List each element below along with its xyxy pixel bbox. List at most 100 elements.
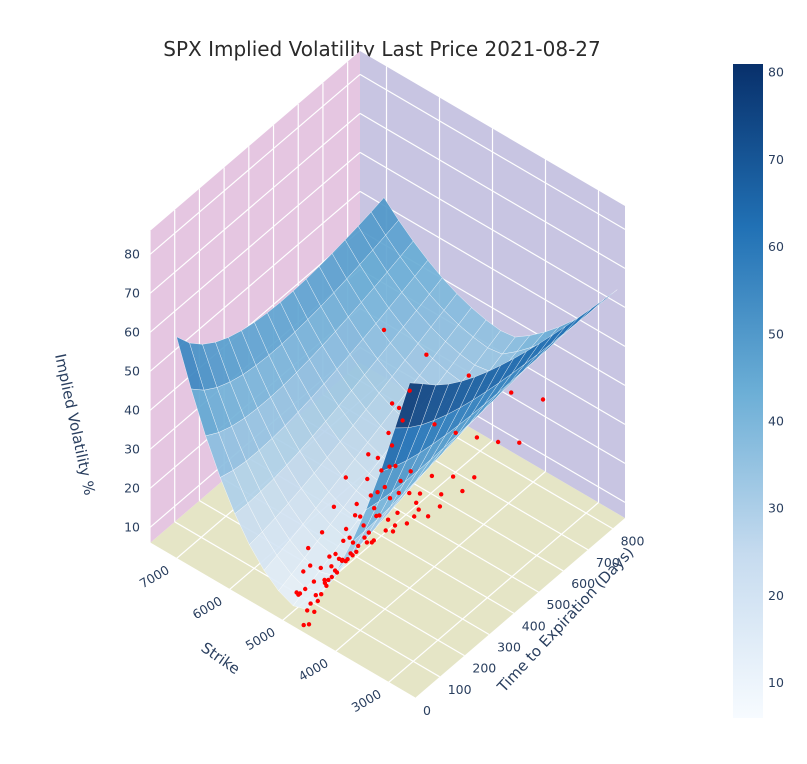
iv-point[interactable] (390, 529, 396, 534)
iv-point[interactable] (326, 577, 331, 583)
iv-point[interactable] (318, 565, 323, 571)
iv-point[interactable] (333, 551, 338, 557)
iv-point[interactable] (383, 528, 388, 533)
surface-cell[interactable] (394, 382, 424, 429)
iv-point[interactable] (437, 504, 443, 509)
iv-point[interactable] (460, 488, 465, 494)
iv-point[interactable] (400, 418, 405, 423)
iv-point[interactable] (306, 545, 311, 551)
iv-point[interactable] (319, 592, 324, 597)
iv-point[interactable] (382, 484, 387, 490)
days-tick-label: 700 (596, 555, 620, 570)
iv-point[interactable] (396, 490, 401, 496)
iv-point[interactable] (331, 504, 337, 509)
iv-point[interactable] (369, 540, 374, 545)
iv-point[interactable] (381, 327, 387, 333)
iv-point[interactable] (408, 469, 413, 474)
iv-point[interactable] (540, 397, 546, 402)
iv-point[interactable] (398, 478, 403, 484)
iv-point[interactable] (364, 540, 370, 545)
iv-point[interactable] (424, 352, 429, 357)
iv-point[interactable] (319, 530, 325, 535)
iv-point[interactable] (313, 593, 318, 598)
iv-point[interactable] (341, 538, 346, 543)
iv-point[interactable] (374, 513, 379, 519)
iv-point[interactable] (472, 475, 477, 480)
iv-point[interactable] (412, 514, 417, 519)
iv-point[interactable] (386, 430, 391, 436)
iv-point[interactable] (327, 554, 332, 559)
iv-point[interactable] (347, 535, 352, 540)
iv-point[interactable] (322, 577, 327, 583)
iv-point[interactable] (303, 586, 308, 592)
iv-point[interactable] (366, 452, 371, 457)
iv-point[interactable] (407, 490, 412, 496)
iv-point[interactable] (414, 500, 419, 505)
iv-point[interactable] (311, 579, 317, 584)
iv-point[interactable] (306, 622, 312, 627)
iv-point[interactable] (348, 551, 353, 556)
iv-point[interactable] (365, 476, 370, 482)
iv-point[interactable] (366, 530, 371, 535)
iv-point[interactable] (308, 601, 313, 606)
iv-point[interactable] (301, 622, 306, 628)
iv-point[interactable] (375, 455, 381, 461)
observed-points[interactable] (294, 327, 546, 628)
iv-point[interactable] (297, 591, 303, 596)
iv-point[interactable] (308, 563, 313, 568)
iv-point[interactable] (425, 514, 431, 519)
iv-point[interactable] (453, 430, 458, 435)
iv-point[interactable] (379, 468, 384, 473)
iv-point[interactable] (432, 422, 437, 427)
iv-point[interactable] (393, 463, 398, 469)
iv-point[interactable] (466, 373, 471, 378)
iv-point[interactable] (407, 388, 412, 393)
iv-point[interactable] (385, 517, 391, 522)
iv-point[interactable] (305, 608, 310, 613)
iv-point[interactable] (417, 491, 423, 496)
iv-point[interactable] (389, 443, 395, 448)
iv-point[interactable] (350, 540, 356, 545)
iv-point[interactable] (429, 473, 435, 479)
iv-point[interactable] (354, 549, 359, 554)
iv-point[interactable] (509, 390, 514, 395)
iv-point[interactable] (339, 558, 345, 563)
iv-point[interactable] (368, 493, 373, 498)
iv-point[interactable] (356, 543, 361, 549)
iv-point[interactable] (439, 492, 444, 497)
iv-point[interactable] (301, 569, 306, 574)
sidewall-grid-iv (149, 112, 361, 294)
iv-point[interactable] (352, 513, 358, 518)
iv-point[interactable] (332, 568, 338, 573)
iv-point[interactable] (416, 507, 421, 512)
iv-point[interactable] (395, 510, 400, 515)
iv-point[interactable] (294, 590, 299, 595)
iv-point[interactable] (387, 464, 392, 469)
iv-point[interactable] (343, 475, 348, 480)
iv-surface[interactable] (176, 197, 618, 610)
iv-point[interactable] (354, 501, 359, 507)
iv-point[interactable] (329, 574, 334, 580)
iv-point[interactable] (517, 440, 522, 445)
iv-point[interactable] (343, 559, 348, 564)
iv-point[interactable] (495, 439, 501, 445)
iv-point[interactable] (324, 583, 329, 588)
iv-point[interactable] (329, 564, 334, 569)
iv-point[interactable] (315, 598, 320, 604)
iv-point[interactable] (450, 474, 456, 479)
iv-point[interactable] (375, 490, 380, 495)
iv-point[interactable] (387, 496, 393, 501)
iv-point[interactable] (358, 514, 363, 519)
iv-point[interactable] (372, 506, 377, 511)
iv-point[interactable] (392, 523, 398, 528)
iv-point[interactable] (389, 401, 395, 406)
iv-point[interactable] (396, 405, 402, 411)
colorbar-tick-label: 40 (768, 414, 784, 429)
iv-point[interactable] (361, 523, 366, 528)
iv-point[interactable] (312, 609, 317, 614)
iv-point[interactable] (404, 521, 410, 526)
iv-point[interactable] (474, 435, 480, 440)
iv-point[interactable] (362, 535, 367, 540)
iv-point[interactable] (343, 526, 349, 532)
